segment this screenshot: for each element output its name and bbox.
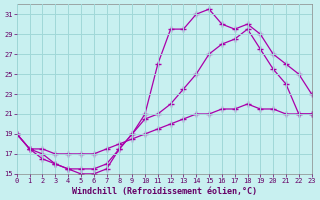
X-axis label: Windchill (Refroidissement éolien,°C): Windchill (Refroidissement éolien,°C) [72,187,257,196]
